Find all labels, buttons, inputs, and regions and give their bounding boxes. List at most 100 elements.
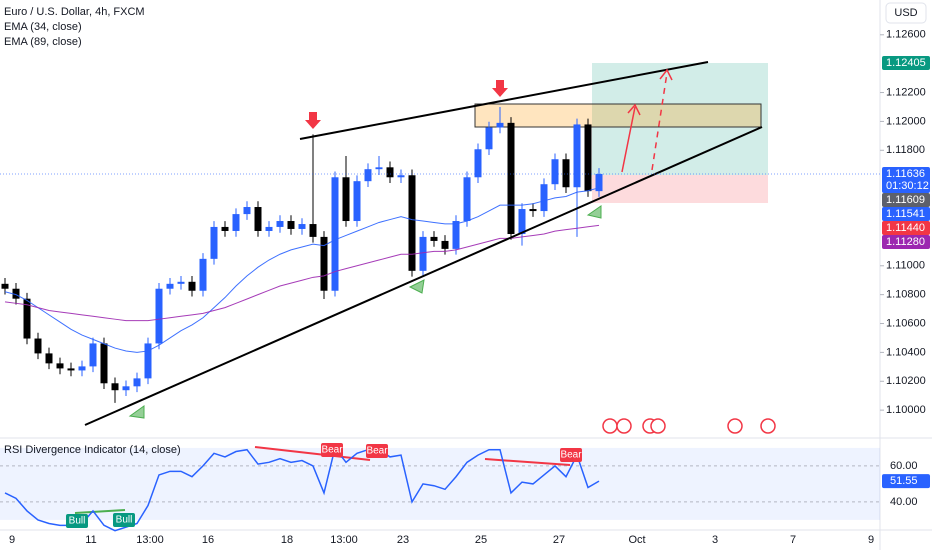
price-tag-label: 1.11280 — [886, 236, 925, 248]
event-icon[interactable] — [602, 418, 618, 434]
up-marker — [586, 205, 602, 219]
candle-body — [309, 224, 317, 237]
candle-body — [265, 226, 273, 231]
candle-body — [474, 149, 482, 178]
x-tick-label: 9 — [868, 534, 874, 546]
candle-body — [342, 177, 350, 222]
profit-zone[interactable] — [592, 63, 768, 175]
candle-body — [320, 236, 328, 291]
candle-body — [210, 226, 218, 259]
candle-body — [221, 226, 229, 231]
upper-trendline[interactable] — [299, 61, 709, 140]
candle-body — [386, 167, 394, 178]
x-tick-label: 16 — [202, 534, 214, 546]
lower-trendline[interactable] — [84, 126, 763, 426]
candle-body — [441, 240, 449, 249]
y-tick-label: 1.10400 — [886, 346, 926, 358]
x-tick-label: 13:00 — [136, 534, 164, 546]
up-marker — [128, 405, 145, 419]
event-icons[interactable] — [602, 418, 776, 434]
candle-body — [507, 122, 515, 235]
candle-body — [529, 209, 537, 212]
x-tick-label: 23 — [397, 534, 409, 546]
bull-divergence — [74, 509, 126, 514]
price-tag — [882, 234, 930, 249]
candle-body — [56, 363, 64, 369]
signal-label: Bear — [321, 445, 343, 456]
y-tick-label: 1.12600 — [886, 29, 926, 41]
candle-body — [23, 298, 31, 339]
x-tick-label: 18 — [281, 534, 293, 546]
countdown: 01:30:12 — [886, 180, 929, 192]
candle-body — [364, 169, 372, 182]
candle-body — [298, 224, 306, 229]
signal-badge — [560, 448, 582, 462]
event-icon[interactable] — [727, 418, 743, 434]
x-tick-label: 7 — [790, 534, 796, 546]
candle-body — [177, 281, 185, 284]
signal-label: Bear — [366, 446, 388, 457]
x-tick-label: Oct — [628, 534, 645, 546]
candle-body — [562, 159, 570, 188]
candle-body — [463, 177, 471, 222]
candle-body — [133, 378, 141, 387]
arrow-head — [659, 68, 673, 81]
y-tick-label: 1.10800 — [886, 289, 926, 301]
candle-body — [166, 283, 174, 289]
candle-body — [243, 207, 251, 215]
candle-body — [276, 221, 284, 227]
candle-body — [78, 366, 86, 371]
currency-button[interactable] — [885, 2, 927, 24]
candles — [1, 106, 603, 403]
up-marker — [408, 279, 425, 294]
projection-arrow[interactable] — [621, 106, 636, 173]
event-icon[interactable] — [760, 418, 776, 434]
currency[interactable]: USD — [894, 7, 917, 19]
rsi-pane: 60.00 40.00 51.55 Bull Bull Bear Bear Bear — [0, 443, 930, 532]
candle-body — [518, 209, 526, 235]
rsi-band — [0, 447, 880, 520]
candle-body — [430, 236, 438, 241]
down-arrow — [305, 112, 321, 129]
price-tag-label: 1.11609 — [886, 194, 925, 206]
candle-body — [496, 122, 504, 128]
y-tick-label: 1.10600 — [886, 317, 926, 329]
resistance-zone[interactable] — [474, 103, 762, 128]
rsi-title: RSI Divergence Indicator (14, close) — [4, 444, 181, 456]
y-tick-label: 1.11000 — [886, 260, 925, 272]
price-tag — [882, 166, 930, 193]
candle-body — [188, 281, 196, 291]
candle-body — [375, 167, 383, 170]
price-tag-label: 1.11541 — [886, 208, 925, 220]
price-tag-label: 1.11636 — [886, 168, 925, 180]
candle-body — [232, 214, 240, 231]
price-tag — [882, 220, 930, 235]
candle-body — [144, 343, 152, 379]
signal-label: Bear — [560, 450, 582, 461]
price-tag — [882, 192, 930, 207]
ema-line — [4, 224, 600, 322]
bear-divergence — [484, 458, 571, 466]
x-tick-label: 11 — [85, 534, 96, 546]
price-axis: 1.12600 1.12200 1.12000 1.11800 1.11000 1.108… — [880, 29, 930, 416]
x-tick-label: 3 — [712, 534, 718, 546]
legend-ema89: EMA (89, close) — [4, 36, 82, 48]
candle-body — [595, 173, 603, 192]
signal-label: Bull — [69, 516, 86, 527]
candle-body — [111, 383, 119, 391]
rsi-line — [4, 446, 600, 532]
event-icon[interactable] — [616, 418, 632, 434]
candle-body — [540, 184, 548, 212]
candle-body — [254, 207, 262, 231]
candle-body — [331, 177, 339, 291]
event-icon[interactable] — [650, 418, 666, 434]
candle-body — [155, 288, 163, 344]
candle-body — [419, 236, 427, 271]
projection-arrow-dashed[interactable] — [651, 72, 668, 171]
legend-ema34: EMA (34, close) — [4, 21, 82, 33]
candle-body — [67, 368, 75, 371]
candle-body — [34, 338, 42, 354]
loss-zone[interactable] — [592, 175, 768, 203]
y-tick-label: 1.11800 — [886, 144, 925, 156]
